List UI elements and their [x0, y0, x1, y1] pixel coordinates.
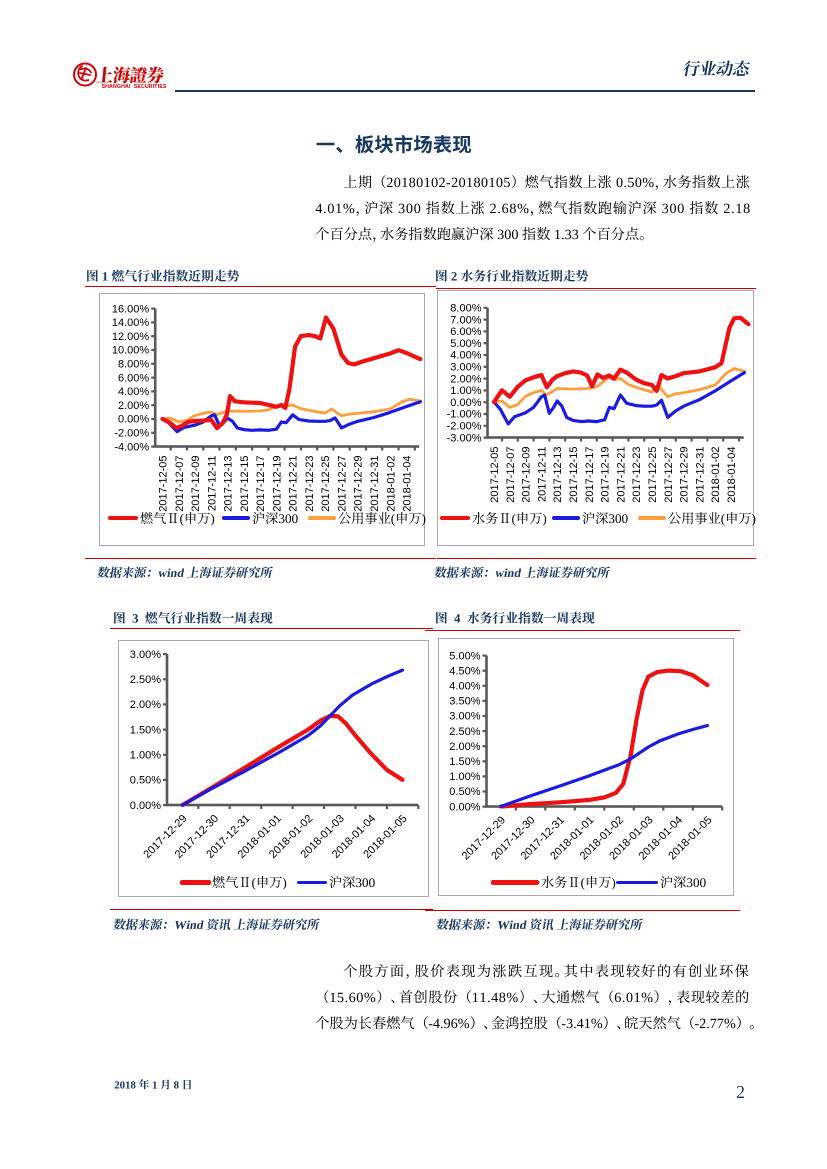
svg-text:-4.00%: -4.00% — [114, 441, 149, 453]
svg-text:4.50%: 4.50% — [449, 665, 480, 677]
svg-text:0.50%: 0.50% — [449, 786, 480, 798]
svg-text:2017-12-13: 2017-12-13 — [223, 456, 235, 512]
svg-text:2018-01-04: 2018-01-04 — [402, 456, 414, 512]
svg-text:0.50%: 0.50% — [130, 775, 161, 787]
svg-text:2017-12-07: 2017-12-07 — [174, 456, 186, 512]
svg-text:1.50%: 1.50% — [130, 724, 161, 736]
svg-text:0.00%: 0.00% — [450, 397, 481, 409]
svg-text:-3.00%: -3.00% — [447, 432, 482, 444]
svg-text:2017-12-19: 2017-12-19 — [271, 456, 283, 512]
svg-text:7.00%: 7.00% — [450, 314, 481, 326]
svg-text:6.00%: 6.00% — [118, 372, 149, 384]
svg-text:-2.00%: -2.00% — [447, 421, 482, 433]
svg-text:1.00%: 1.00% — [450, 385, 481, 397]
svg-text:2017-12-15: 2017-12-15 — [568, 447, 580, 503]
svg-text:2017-12-05: 2017-12-05 — [489, 447, 501, 503]
svg-text:2017-12-11: 2017-12-11 — [206, 456, 218, 511]
svg-text:1.00%: 1.00% — [130, 750, 161, 762]
svg-text:0.00%: 0.00% — [449, 801, 480, 813]
svg-text:2017-12-11: 2017-12-11 — [536, 447, 548, 502]
svg-text:2018-01-02: 2018-01-02 — [710, 447, 722, 503]
svg-text:0.00%: 0.00% — [118, 414, 149, 426]
svg-text:4.00%: 4.00% — [118, 386, 149, 398]
svg-text:2017-12-17: 2017-12-17 — [584, 447, 596, 503]
svg-text:2017-12-05: 2017-12-05 — [158, 456, 170, 512]
svg-text:2017-12-19: 2017-12-19 — [600, 447, 612, 503]
svg-text:2017-12-15: 2017-12-15 — [239, 456, 251, 512]
svg-text:2017-12-07: 2017-12-07 — [505, 447, 517, 503]
svg-text:14.00%: 14.00% — [112, 317, 150, 329]
svg-text:2017-12-29: 2017-12-29 — [353, 456, 365, 512]
svg-text:2017-12-21: 2017-12-21 — [615, 447, 627, 503]
svg-text:2017-12-13: 2017-12-13 — [552, 447, 564, 503]
svg-text:2017-12-31: 2017-12-31 — [694, 447, 706, 503]
svg-text:2.50%: 2.50% — [449, 725, 480, 737]
svg-text:2017-12-29: 2017-12-29 — [679, 447, 691, 503]
svg-text:1.00%: 1.00% — [449, 771, 480, 783]
svg-text:3.00%: 3.00% — [450, 362, 481, 374]
svg-text:4.00%: 4.00% — [449, 680, 480, 692]
svg-text:2017-12-17: 2017-12-17 — [255, 456, 267, 512]
svg-text:3.50%: 3.50% — [449, 695, 480, 707]
svg-text:2017-12-31: 2017-12-31 — [369, 456, 381, 512]
svg-text:2.00%: 2.00% — [118, 400, 149, 412]
svg-text:4.00%: 4.00% — [450, 350, 481, 362]
svg-text:2.00%: 2.00% — [130, 699, 161, 711]
svg-text:1.50%: 1.50% — [449, 756, 480, 768]
svg-text:6.00%: 6.00% — [450, 326, 481, 338]
svg-text:2017-12-23: 2017-12-23 — [631, 447, 643, 503]
svg-text:2017-12-23: 2017-12-23 — [304, 456, 316, 512]
svg-text:3.00%: 3.00% — [130, 649, 161, 661]
svg-text:2017-12-25: 2017-12-25 — [647, 447, 659, 503]
svg-text:12.00%: 12.00% — [112, 331, 150, 343]
svg-text:2.00%: 2.00% — [450, 373, 481, 385]
svg-text:8.00%: 8.00% — [118, 359, 149, 371]
svg-text:2017-12-27: 2017-12-27 — [663, 447, 675, 503]
svg-text:5.00%: 5.00% — [450, 338, 481, 350]
svg-text:16.00%: 16.00% — [112, 303, 150, 315]
svg-text:2017-12-25: 2017-12-25 — [320, 456, 332, 512]
svg-text:0.00%: 0.00% — [130, 800, 161, 812]
svg-text:2.50%: 2.50% — [130, 674, 161, 686]
svg-text:2017-12-21: 2017-12-21 — [288, 456, 300, 512]
svg-text:2.00%: 2.00% — [449, 740, 480, 752]
svg-text:3.00%: 3.00% — [449, 710, 480, 722]
svg-text:2018-01-04: 2018-01-04 — [726, 447, 738, 503]
svg-text:5.00%: 5.00% — [449, 650, 480, 662]
svg-text:2017-12-09: 2017-12-09 — [521, 447, 533, 503]
svg-text:2017-12-09: 2017-12-09 — [190, 456, 202, 512]
svg-text:-2.00%: -2.00% — [114, 428, 149, 440]
svg-text:10.00%: 10.00% — [112, 345, 150, 357]
svg-text:2018-01-02: 2018-01-02 — [385, 456, 397, 512]
svg-text:-1.00%: -1.00% — [447, 409, 482, 421]
svg-text:8.00%: 8.00% — [450, 303, 481, 315]
svg-text:2017-12-27: 2017-12-27 — [337, 456, 349, 512]
